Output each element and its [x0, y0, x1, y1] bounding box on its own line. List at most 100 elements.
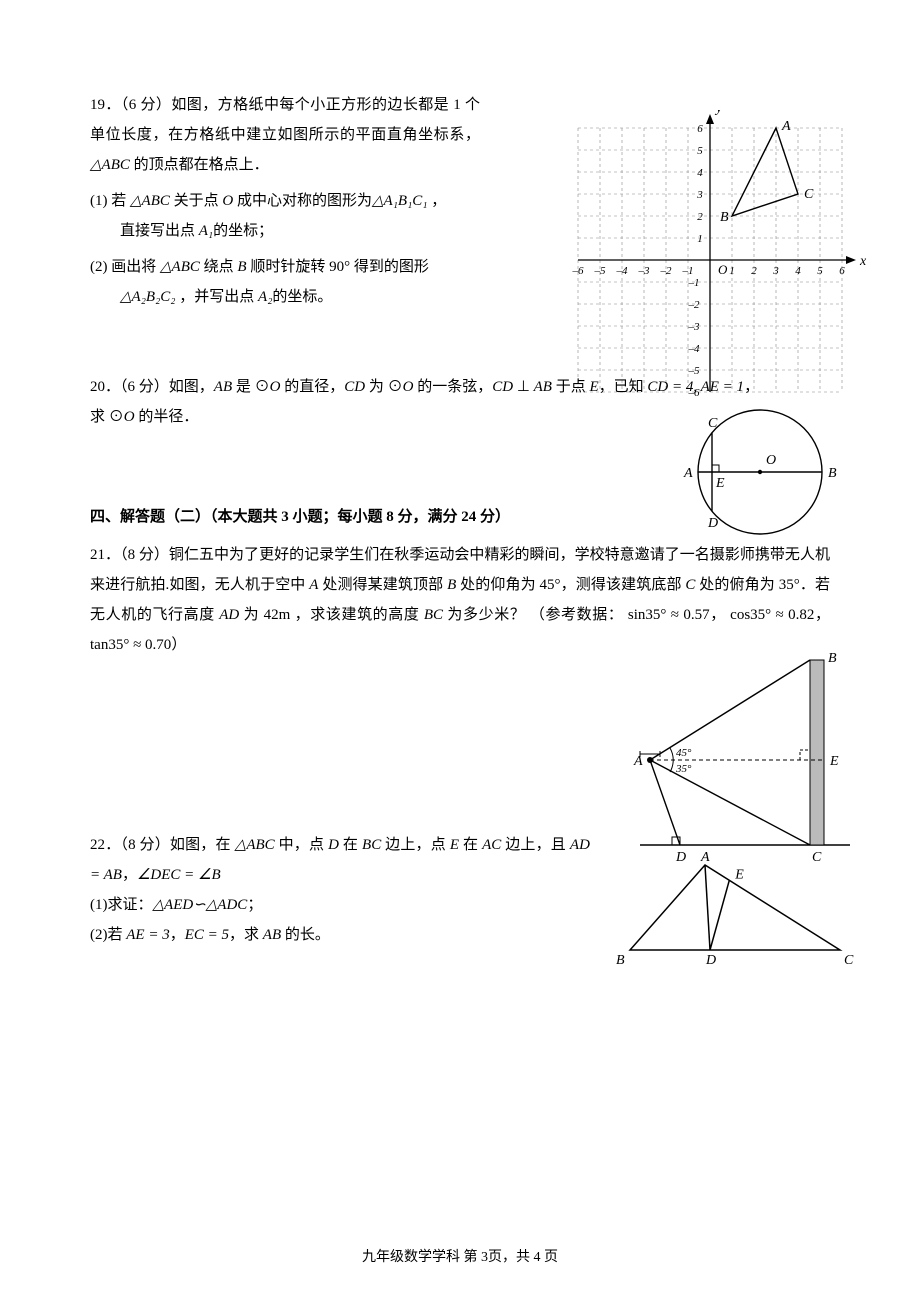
svg-text:–3: –3	[638, 265, 651, 277]
svg-text:6: 6	[839, 265, 845, 277]
q22-t1: 如图，在	[170, 837, 235, 853]
q19-2a: (2) 画出将	[90, 259, 160, 275]
problem-20: 20．（6 分）如图，AB 是 ⊙O 的直径，CD 为 ⊙O 的一条弦，CD ⊥…	[90, 372, 830, 432]
q22-q2d: 的长。	[281, 927, 330, 943]
svg-text:4: 4	[697, 167, 703, 179]
q20-t7: 于点	[552, 379, 590, 395]
q21-r6: ）	[171, 637, 186, 653]
q19-2e: ，并写出点	[176, 289, 259, 305]
svg-text:C: C	[804, 187, 814, 202]
svg-text:O: O	[766, 453, 776, 468]
q22-t4: 边上，点	[381, 837, 450, 853]
q22-t6: 边上，且	[501, 837, 570, 853]
q20-CD: CD	[344, 379, 365, 395]
q21-t9: 为多少米？	[443, 607, 525, 623]
svg-text:B: B	[828, 466, 837, 481]
q20-t10: 求 ⊙	[90, 409, 124, 425]
svg-text:E: E	[734, 867, 744, 882]
q22-q1a: (1)求证：	[90, 897, 153, 913]
q19-points: （6 分）	[121, 97, 171, 113]
q22-AE: AE = 3	[126, 927, 169, 943]
svg-text:B: B	[616, 953, 625, 968]
q19-1f: 的坐标；	[213, 223, 273, 239]
q20-t11: 的半径．	[135, 409, 199, 425]
svg-text:5: 5	[697, 145, 703, 157]
svg-text:–6: –6	[572, 265, 585, 277]
svg-text:y: y	[714, 110, 723, 116]
q19-1b: 关于点	[170, 193, 223, 209]
q22-eq2: ∠DEC = ∠B	[137, 867, 221, 883]
q20-t2: 是 ⊙	[232, 379, 270, 395]
q20-t8: ，已知	[599, 379, 648, 395]
q21-B: B	[447, 577, 456, 593]
svg-text:–4: –4	[688, 343, 701, 355]
svg-text:–4: –4	[616, 265, 629, 277]
svg-text:B: B	[720, 210, 729, 225]
svg-text:1: 1	[697, 233, 703, 245]
q22-t2: 中，点	[275, 837, 328, 853]
q19-tri2: △A₂B₂C₂	[120, 289, 176, 305]
svg-text:35°: 35°	[675, 763, 692, 775]
svg-text:O: O	[718, 262, 728, 277]
q19-1e: 直接写出点	[120, 223, 199, 239]
svg-text:D: D	[705, 953, 716, 968]
svg-text:–1: –1	[682, 265, 694, 277]
svg-text:4: 4	[795, 265, 801, 277]
svg-text:–2: –2	[688, 299, 701, 311]
q22-q1b: ；	[247, 897, 262, 913]
svg-text:3: 3	[772, 265, 779, 277]
q22-num: 22．	[90, 837, 120, 853]
svg-text:A: A	[683, 466, 693, 481]
svg-text:A: A	[781, 119, 791, 134]
q19-1d: ，	[428, 193, 447, 209]
q22-t5: 在	[459, 837, 482, 853]
q20-AB: AB	[214, 379, 232, 395]
svg-text:C: C	[708, 416, 718, 431]
q19-deg: 90°	[329, 259, 350, 275]
q21-35: 35°	[779, 577, 800, 593]
svg-text:x: x	[859, 254, 867, 269]
q21-points: （8 分）	[120, 547, 169, 563]
q19-num: 19．	[90, 97, 121, 113]
q21-45: 45°	[540, 577, 561, 593]
q22-q2c: ，求	[229, 927, 263, 943]
svg-text:2: 2	[751, 265, 757, 277]
q20-t6: ⊥	[513, 379, 534, 395]
q22-t3: 在	[339, 837, 362, 853]
q22-q2a: (2)若	[90, 927, 126, 943]
problem-21: 21．（8 分）铜仁五中为了更好的记录学生们在秋季运动会中精彩的瞬间，学校特意邀…	[90, 540, 830, 660]
q20-t1: 如图，	[169, 379, 214, 395]
q22-AB: AB	[263, 927, 281, 943]
q20-points: （6 分）	[120, 379, 169, 395]
q21-num: 21．	[90, 547, 120, 563]
problem-19-text: 19．（6 分）如图，方格纸中每个小正方形的边长都是 1 个单位长度，在方格纸中…	[90, 90, 480, 312]
q21-r3: cos35° ≈ 0.82	[730, 607, 814, 623]
svg-text:–5: –5	[594, 265, 607, 277]
q21-h: 42m	[264, 607, 291, 623]
q21-r5: tan35° ≈ 0.70	[90, 637, 171, 653]
q19-A2: A₂	[258, 289, 272, 305]
q21-ref: （参考数据：	[530, 607, 624, 623]
q19-tri1: △A₁B₁C₁	[372, 193, 428, 209]
q21-r4: ，	[814, 607, 830, 623]
q21-AD: AD	[219, 607, 239, 623]
svg-text:–2: –2	[660, 265, 673, 277]
q22-t7: ，	[122, 867, 137, 883]
q20-t3: 的直径，	[280, 379, 344, 395]
q20-t4: 为 ⊙	[365, 379, 403, 395]
q19-2b: 绕点	[200, 259, 238, 275]
q22-tri: △ABC	[235, 837, 275, 853]
q22-sim: △AED∽△ADC	[153, 897, 248, 913]
q19-tri: △ABC	[90, 157, 130, 173]
q21-t8: ，求该建筑的高度	[290, 607, 424, 623]
problem-22-text: 22．（8 分）如图，在 △ABC 中，点 D 在 BC 边上，点 E 在 AC…	[90, 830, 590, 950]
svg-text:E: E	[715, 476, 725, 491]
q19-2c: 顺时针旋转	[247, 259, 330, 275]
q21-t3: 处的仰角为	[456, 577, 539, 593]
svg-text:6: 6	[697, 123, 703, 135]
q19-intro2: 的顶点都在格点上．	[130, 157, 269, 173]
q22-q2b: ，	[170, 927, 185, 943]
svg-text:A: A	[700, 850, 710, 865]
q22-D: D	[328, 837, 339, 853]
svg-text:45°: 45°	[676, 747, 692, 759]
